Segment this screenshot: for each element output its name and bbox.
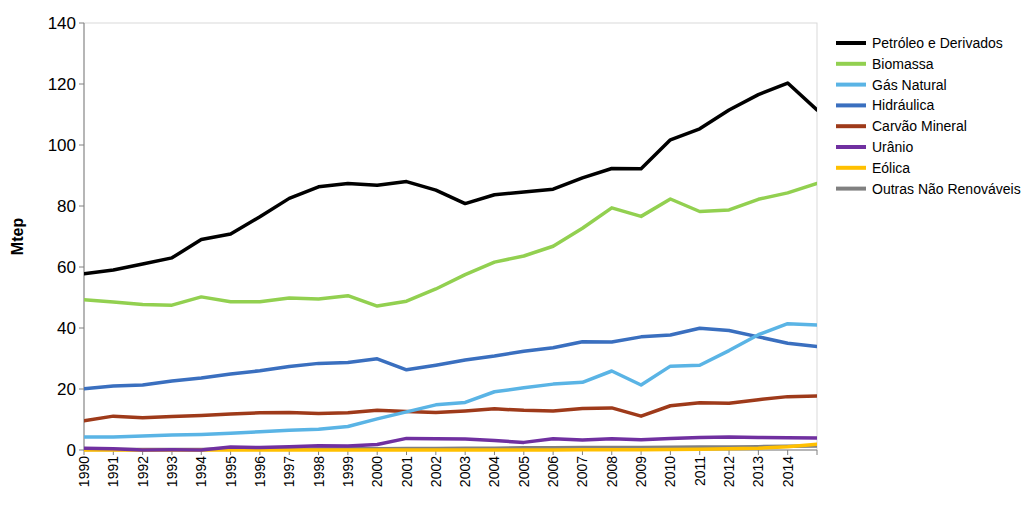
y-tick	[79, 145, 84, 146]
y-tick-label: 40	[57, 319, 76, 338]
series-line	[84, 324, 817, 437]
x-tick-label: 2008	[604, 456, 620, 487]
x-tick-label: 2002	[428, 456, 444, 487]
y-tick	[79, 23, 84, 24]
y-tick	[79, 450, 84, 451]
legend-swatch	[836, 41, 866, 45]
y-tick-label: 60	[57, 258, 76, 277]
series-line	[84, 437, 817, 450]
legend-label: Carvão Mineral	[872, 118, 967, 134]
legend-label: Petróleo e Derivados	[872, 35, 1003, 51]
chart: 0 20 40 60 80 100 120 140 Mtep 1990 1991 1992 1993 19…	[0, 0, 1024, 521]
y-tick-label: 80	[57, 197, 76, 216]
x-tick-label: 2010	[662, 456, 678, 487]
legend-label: Outras Não Renováveis	[872, 181, 1021, 197]
legend-label: Gás Natural	[872, 77, 947, 93]
y-tick-label: 140	[48, 14, 76, 33]
y-tick	[79, 206, 84, 207]
x-tick	[729, 450, 730, 455]
x-tick-label: 2005	[516, 456, 532, 487]
x-tick-label: 1998	[311, 456, 327, 487]
y-axis	[84, 23, 85, 450]
legend-label: Urânio	[872, 139, 913, 155]
legend-swatch	[836, 187, 866, 191]
legend-label: Hidráulica	[872, 97, 934, 113]
plot-frame	[84, 23, 817, 450]
legend-swatch	[836, 62, 866, 66]
y-tick-label: 20	[57, 380, 76, 399]
legend-label: Eólica	[872, 160, 910, 176]
legend-swatch	[836, 103, 866, 107]
legend-swatch	[836, 83, 866, 87]
legend-label: Biomassa	[872, 56, 934, 72]
x-tick-label: 2003	[457, 456, 473, 487]
y-tick-label: 100	[48, 136, 76, 155]
x-tick-label: 2001	[399, 456, 415, 487]
y-axis-label: Mtep	[9, 218, 26, 256]
y-tick	[79, 328, 84, 329]
x-tick-label: 1992	[135, 456, 151, 487]
x-tick	[817, 450, 818, 455]
x-tick	[758, 450, 759, 455]
x-tick-label: 2009	[633, 456, 649, 487]
x-tick-label: 1995	[223, 456, 239, 487]
x-tick-label: 2006	[545, 456, 561, 487]
series-line	[84, 396, 817, 421]
y-tick	[79, 267, 84, 268]
x-tick-label: 2011	[692, 456, 708, 486]
series-line	[84, 328, 817, 388]
x-tick-label: 1997	[281, 456, 297, 487]
x-tick-label: 1996	[252, 456, 268, 487]
x-tick-label: 2007	[574, 456, 590, 487]
x-tick-label: 2004	[486, 456, 502, 487]
legend-swatch	[836, 124, 866, 128]
series-group	[84, 83, 817, 450]
x-tick-label: 2000	[369, 456, 385, 487]
series-line	[84, 83, 817, 274]
x-tick-label: 2014	[780, 456, 796, 487]
y-tick	[79, 389, 84, 390]
y-tick	[79, 84, 84, 85]
x-tick-label: 1994	[193, 456, 209, 487]
x-tick-label: 1990	[76, 456, 92, 487]
x-tick-label: 1993	[164, 456, 180, 487]
x-tick-label: 2012	[721, 456, 737, 487]
x-tick-label: 1991	[105, 456, 121, 487]
x-tick-label: 2013	[750, 456, 766, 487]
y-tick-label: 0	[67, 441, 76, 460]
x-tick	[787, 450, 788, 455]
legend-swatch	[836, 145, 866, 149]
y-tick-label: 120	[48, 75, 76, 94]
legend-swatch	[836, 166, 866, 170]
x-tick-label: 1999	[340, 456, 356, 487]
